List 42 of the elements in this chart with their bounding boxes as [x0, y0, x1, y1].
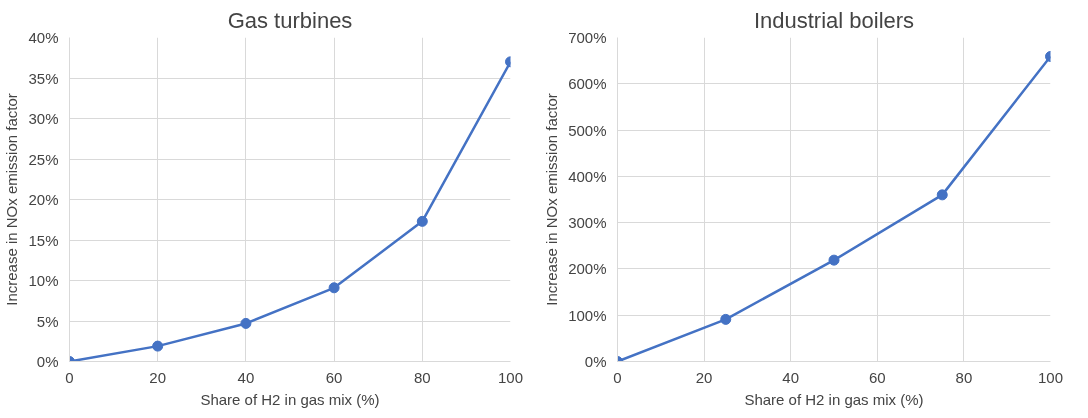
point — [328, 282, 340, 294]
y-tick-label: 500% — [568, 121, 607, 139]
x-tick-label: 0 — [65, 368, 74, 386]
x-tick-label: 80 — [413, 368, 431, 386]
y-tick-label: 25% — [28, 150, 59, 168]
y-axis-title: Increase in NOx emission factor — [543, 93, 561, 306]
y-tick-label: 400% — [568, 167, 607, 185]
y-tick-label: 100% — [568, 306, 607, 324]
chart-title: Gas turbines — [227, 7, 353, 33]
y-tick-label: 35% — [28, 69, 59, 87]
x-tick-label: 60 — [868, 368, 886, 386]
y-tick-label: 600% — [568, 75, 607, 93]
y-tick-label: 300% — [568, 214, 607, 232]
chart-title: Industrial boilers — [753, 7, 915, 33]
y-tick-label: 30% — [28, 110, 59, 127]
y-tick-label: 40% — [28, 29, 59, 46]
point — [720, 313, 732, 325]
y-tick-label: 700% — [568, 29, 607, 46]
x-tick-label: 40 — [237, 368, 255, 386]
y-tick-label: 20% — [28, 191, 59, 208]
y-tick-label: 5% — [36, 312, 59, 330]
y-tick-label: 10% — [28, 272, 59, 289]
point — [828, 254, 840, 266]
x-tick-label: 40 — [782, 368, 800, 386]
x-tick-label: 100 — [1037, 368, 1064, 386]
x-tick-label: 100 — [497, 368, 524, 386]
point — [240, 317, 252, 329]
point — [936, 189, 948, 201]
x-tick-label: 0 — [613, 368, 622, 386]
x-tick-label: 20 — [149, 368, 167, 386]
y-tick-label: 200% — [568, 260, 607, 278]
x-tick-label: 80 — [955, 368, 973, 386]
y-axis-title: Increase in NOx emission factor — [3, 93, 21, 306]
x-axis-title: Share of H2 in gas mix (%) — [200, 390, 380, 408]
point — [152, 340, 164, 352]
x-tick-label: 60 — [325, 368, 343, 386]
y-tick-label: 0% — [36, 353, 59, 370]
y-tick-label: 0% — [584, 353, 607, 370]
x-axis-title: Share of H2 in gas mix (%) — [744, 390, 924, 408]
x-tick-label: 20 — [695, 368, 713, 386]
point — [416, 215, 428, 227]
y-tick-label: 15% — [28, 231, 59, 249]
